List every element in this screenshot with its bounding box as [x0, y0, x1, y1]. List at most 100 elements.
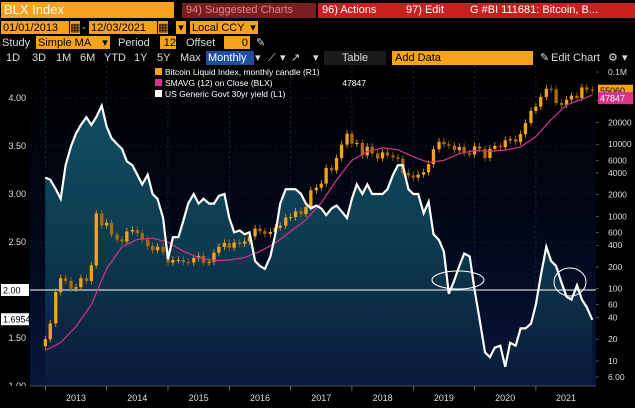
x-axis-bg	[0, 386, 635, 408]
x-tick-label: 2014	[127, 393, 147, 403]
date-dash: -	[82, 22, 86, 34]
candle-body	[155, 246, 160, 251]
candle-body	[212, 252, 216, 262]
candle-body	[416, 174, 420, 178]
candle-body	[135, 230, 139, 233]
settings-icon[interactable]: ⚙	[608, 52, 618, 64]
actions-button[interactable]: 96) Actions	[318, 3, 402, 18]
candle-body	[334, 158, 339, 171]
right-tick-label: 600	[608, 228, 622, 238]
candle-body	[94, 213, 98, 266]
security-description: G #BI 111681: Bitcoin, B...	[466, 3, 635, 18]
offset-field[interactable]: 0	[224, 36, 250, 49]
candle-body	[247, 236, 252, 242]
candle-body	[324, 167, 328, 184]
left-tick-label: 2.50	[8, 237, 26, 247]
period-3d[interactable]: 3D	[32, 52, 47, 64]
candle-body	[580, 87, 584, 98]
x-tick-label: 2019	[434, 393, 454, 403]
period-5y[interactable]: 5Y	[157, 52, 171, 64]
candle-body	[63, 278, 68, 281]
ma-line	[45, 94, 593, 351]
right-tick-label: 20000	[608, 117, 632, 127]
chevron-down-icon[interactable]: ▾	[255, 52, 261, 64]
left-level-tag: 2.00	[3, 286, 21, 296]
x-tick-label: 2017	[311, 393, 331, 403]
candle-body	[43, 339, 47, 347]
legend-swatch	[155, 68, 162, 75]
start-date-field[interactable]: 01/01/2013	[1, 21, 69, 34]
candle-body	[253, 228, 257, 237]
study-bar: Study Simple MA ▾ Period 12 Offset 0 ✎	[0, 35, 635, 50]
right-tick-label: 10	[608, 356, 618, 366]
edit-chart-button[interactable]: Edit Chart	[551, 52, 600, 64]
pencil-icon[interactable]: ✎	[540, 52, 550, 64]
candle-body	[549, 88, 553, 90]
edit-button[interactable]: 97) Edit	[402, 3, 466, 18]
pencil-icon[interactable]: ✎	[256, 37, 266, 49]
period-ytd[interactable]: YTD	[104, 52, 126, 64]
candle-body	[426, 164, 431, 173]
left-last-tag: 1.6954	[3, 315, 31, 325]
candle-body	[309, 190, 313, 207]
candle-body	[268, 232, 272, 234]
annotation-ellipse	[431, 270, 485, 290]
candle-body	[74, 287, 78, 289]
frequency-select[interactable]: Monthly	[206, 51, 254, 65]
chevron-down-icon[interactable]: ▾	[622, 52, 628, 64]
add-data-button[interactable]: Add Data	[392, 51, 533, 65]
legend-label: SMAVG (12) on Close (BLX)	[165, 78, 273, 88]
chevron-down-icon[interactable]: ▾	[100, 36, 110, 49]
candle-body	[304, 207, 308, 215]
candle-body	[554, 89, 558, 103]
period-1d[interactable]: 1D	[6, 52, 21, 64]
candle-body	[59, 278, 63, 293]
candle-body	[201, 255, 206, 263]
candle-body	[355, 143, 359, 144]
chevron-down-icon[interactable]: ▾	[313, 52, 319, 64]
candle-body	[238, 242, 242, 244]
period-1m[interactable]: 1M	[56, 52, 72, 64]
period-1y[interactable]: 1Y	[134, 52, 148, 64]
right-tick-label: 200	[608, 262, 622, 272]
candle-body	[534, 106, 538, 111]
candle-body	[54, 292, 58, 324]
candle-body	[284, 217, 288, 226]
candle-body	[539, 96, 543, 107]
study-label: Study	[2, 37, 31, 49]
candle-body	[181, 260, 185, 262]
candle-body	[314, 187, 318, 191]
left-last-tag-bg	[1, 313, 29, 326]
line-chart-icon[interactable]: ⟋	[268, 52, 276, 64]
period-6m[interactable]: 6M	[80, 52, 96, 64]
currency-select[interactable]: Local CCY	[190, 21, 248, 34]
candle-body	[79, 278, 83, 288]
end-date-field[interactable]: 12/03/2021	[89, 21, 157, 34]
period-max[interactable]: Max	[180, 52, 201, 64]
draw-line-icon[interactable]: ↗	[291, 52, 301, 64]
chevron-down-icon[interactable]: ▾	[248, 21, 258, 34]
candle-body	[442, 141, 446, 145]
calendar-icon[interactable]: ▦	[158, 21, 168, 34]
chevron-down-icon[interactable]: ▾	[176, 21, 186, 34]
right-tick-label: 20	[608, 334, 618, 344]
calendar-icon[interactable]: ▦	[70, 21, 80, 34]
candle-body	[258, 228, 262, 232]
right-tick-label: 0.1M	[608, 67, 627, 77]
candle-body	[564, 99, 569, 105]
x-tick-label: 2015	[189, 393, 209, 403]
table-button[interactable]: Table	[324, 51, 386, 65]
candle-body	[151, 246, 155, 251]
candle-body	[105, 222, 109, 226]
suggested-charts-button[interactable]: 94) Suggested Charts	[182, 3, 316, 18]
candle-body	[376, 153, 380, 159]
study-select[interactable]: Simple MA	[36, 36, 100, 49]
candle-body	[109, 222, 114, 235]
toolbar: 1D 3D 1M 6M YTD 1Y 5Y Max Monthly ▾ ⟋ ▾ …	[0, 50, 635, 66]
chevron-down-icon[interactable]: ▾	[280, 52, 286, 64]
period-field[interactable]: 12	[160, 36, 176, 49]
candle-body	[263, 231, 267, 234]
ticker-field[interactable]: BLX Index	[1, 2, 174, 18]
right-axis-bg	[596, 66, 635, 386]
left-tick-label: 3.50	[8, 141, 26, 151]
